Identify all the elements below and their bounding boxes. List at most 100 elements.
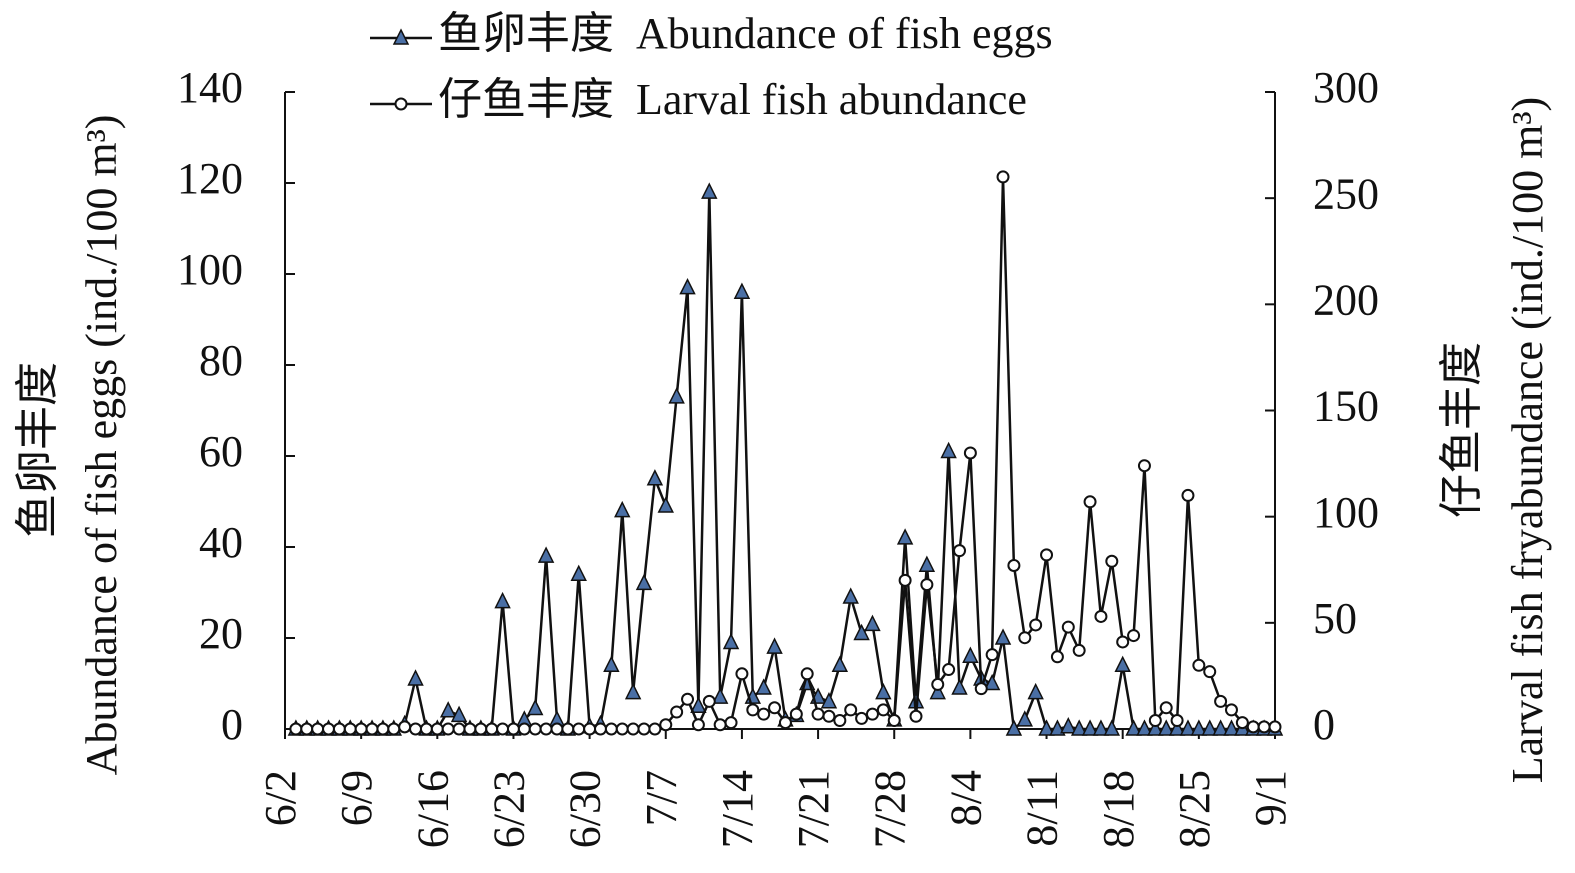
x-tick-label: 8/4 bbox=[941, 770, 990, 826]
data-point bbox=[485, 722, 499, 736]
data-point bbox=[702, 694, 716, 708]
x-tick-label: 7/21 bbox=[789, 770, 838, 848]
legend-label: 鱼卵丰度 Abundance of fish eggs bbox=[438, 9, 1053, 58]
data-point bbox=[450, 705, 468, 723]
data-point bbox=[572, 722, 586, 736]
data-point bbox=[289, 722, 303, 736]
y-tick-label: 40 bbox=[199, 518, 243, 567]
y2-tick-label: 250 bbox=[1313, 169, 1379, 218]
data-point bbox=[322, 722, 336, 736]
data-point bbox=[1016, 710, 1033, 727]
data-point bbox=[1203, 665, 1217, 679]
data-point bbox=[768, 701, 782, 715]
data-point bbox=[800, 667, 814, 681]
data-point bbox=[463, 722, 477, 736]
data-point bbox=[452, 722, 466, 736]
x-tick-label: 7/7 bbox=[637, 770, 686, 826]
data-point bbox=[624, 682, 642, 700]
x-tick-label: 6/9 bbox=[332, 770, 381, 826]
data-point bbox=[942, 663, 956, 677]
y-tick-label: 100 bbox=[177, 245, 243, 294]
data-point bbox=[1018, 631, 1032, 645]
data-point bbox=[855, 711, 869, 725]
data-point bbox=[962, 646, 979, 663]
data-point bbox=[1094, 609, 1108, 623]
data-point bbox=[865, 707, 879, 721]
data-point bbox=[1116, 635, 1130, 649]
data-point bbox=[953, 544, 967, 558]
data-point bbox=[561, 722, 575, 736]
data-point bbox=[376, 722, 390, 736]
data-point bbox=[550, 722, 564, 736]
data-point bbox=[713, 718, 727, 732]
data-point bbox=[1179, 719, 1197, 736]
data-point bbox=[604, 722, 618, 736]
data-point bbox=[657, 496, 674, 513]
y-label: Abundance of fish eggs (ind./100 m³) bbox=[77, 115, 126, 776]
data-point bbox=[887, 714, 901, 728]
y2-label: Larval fish fryabundance (ind./100 m³) bbox=[1503, 97, 1552, 783]
data-point bbox=[963, 446, 977, 460]
data-point bbox=[690, 696, 707, 713]
data-point bbox=[831, 655, 849, 673]
data-point bbox=[419, 722, 433, 736]
data-point bbox=[746, 703, 760, 717]
data-point bbox=[996, 170, 1010, 184]
x-tick-label: 8/25 bbox=[1170, 770, 1219, 848]
legend-marker bbox=[392, 28, 410, 45]
data-point bbox=[875, 682, 892, 700]
data-point bbox=[635, 573, 653, 591]
series-line bbox=[295, 192, 1275, 732]
data-point bbox=[724, 716, 738, 730]
data-point bbox=[670, 705, 684, 719]
data-point bbox=[300, 722, 314, 736]
y-tick-label: 80 bbox=[199, 336, 243, 385]
data-point bbox=[527, 698, 544, 716]
y2-tick-label: 200 bbox=[1313, 275, 1379, 324]
data-point bbox=[1212, 719, 1229, 736]
data-point bbox=[1136, 719, 1153, 736]
data-point bbox=[1050, 650, 1064, 664]
data-point bbox=[691, 718, 705, 732]
data-point bbox=[387, 722, 401, 736]
x-tick-label: 6/30 bbox=[561, 770, 610, 848]
data-point bbox=[711, 687, 729, 704]
data-point bbox=[1083, 495, 1097, 509]
data-point bbox=[876, 703, 890, 717]
x-tick-label: 6/16 bbox=[408, 770, 457, 848]
data-point bbox=[637, 722, 651, 736]
y-tick-label: 60 bbox=[199, 427, 243, 476]
data-point bbox=[1214, 694, 1228, 708]
x-tick-label: 6/23 bbox=[485, 770, 534, 848]
data-point bbox=[985, 648, 999, 662]
data-point bbox=[1192, 658, 1206, 672]
data-point bbox=[1070, 719, 1088, 736]
data-point bbox=[974, 682, 988, 696]
data-point bbox=[1181, 488, 1195, 502]
data-point bbox=[332, 722, 346, 736]
data-point bbox=[811, 707, 825, 721]
data-point bbox=[1159, 701, 1173, 715]
data-point bbox=[820, 692, 838, 709]
data-point bbox=[833, 714, 847, 728]
data-point bbox=[365, 722, 379, 736]
y2-tick-label: 50 bbox=[1313, 594, 1357, 643]
data-point bbox=[496, 722, 510, 736]
y2-label-cn: 仔鱼丰度 bbox=[1437, 342, 1486, 518]
data-point bbox=[1125, 719, 1142, 736]
data-point bbox=[517, 722, 531, 736]
data-point bbox=[983, 673, 1001, 691]
data-point bbox=[441, 722, 455, 736]
data-point bbox=[1081, 719, 1099, 736]
data-point bbox=[1092, 719, 1110, 736]
data-point bbox=[735, 667, 749, 681]
data-point bbox=[1257, 720, 1271, 734]
data-point bbox=[1127, 629, 1141, 643]
data-point bbox=[757, 707, 771, 721]
data-point bbox=[1157, 719, 1175, 736]
legend-marker bbox=[394, 97, 408, 111]
y2-tick-label: 150 bbox=[1313, 382, 1379, 431]
data-point bbox=[929, 682, 946, 700]
data-point bbox=[1049, 719, 1066, 736]
data-point bbox=[1105, 554, 1119, 568]
